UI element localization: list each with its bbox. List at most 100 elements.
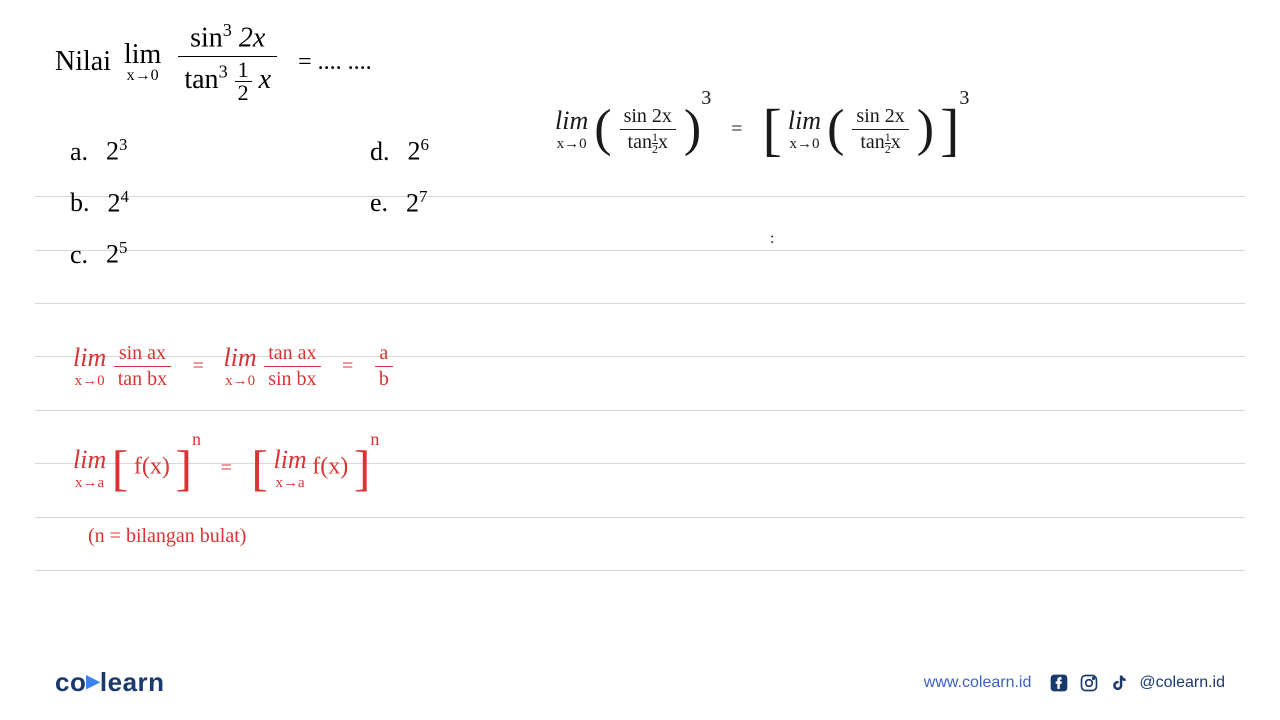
opt-a-letter: a. [70, 137, 88, 166]
hw-lim-sub-r: x→0 [788, 136, 821, 153]
hw-left-num: sin 2x [620, 105, 676, 130]
half-num: 1 [235, 59, 252, 82]
hw-left-den: tan12x [620, 130, 676, 155]
logo-co: co [55, 667, 86, 697]
limit-notation: lim x→0 [124, 39, 161, 85]
red1-lim: lim x→0 [73, 343, 106, 390]
footer: co▸learn www.colearn.id @colearn.id [55, 667, 1225, 698]
red1-f2n: tan ax [264, 342, 320, 367]
question-prefix: Nilai [55, 46, 111, 78]
half-den: 2 [235, 82, 252, 104]
red2-lim: lim x→a [73, 445, 106, 492]
hw-lim-label: lim [555, 106, 588, 136]
instagram-icon [1079, 673, 1099, 693]
opt-d-letter: d. [370, 137, 390, 166]
paren-close: ) [684, 106, 701, 153]
colearn-logo: co▸learn [55, 667, 165, 698]
social-links: @colearn.id [1049, 673, 1225, 693]
equals-blank: = .... .... [298, 49, 372, 76]
opt-d-base: 2 [408, 137, 421, 166]
red1-lim2-t: lim [223, 343, 256, 373]
hw-right-num: sin 2x [852, 105, 908, 130]
option-b: b. 24 [70, 187, 129, 219]
den-base: tan [184, 64, 218, 95]
handwriting-rule-limit-power: lim x→a [ f(x) ]n = [ lim x→a f(x) ]n [73, 445, 379, 492]
opt-d-exp: 6 [421, 135, 429, 154]
rule-line [35, 570, 1245, 571]
opt-c-letter: c. [70, 240, 88, 269]
hw-den-tan: tan [628, 131, 652, 153]
num-arg: 2x [239, 22, 265, 53]
logo-dot: ▸ [86, 665, 100, 695]
num-base: sin [190, 22, 223, 53]
denominator: tan3 1 2 x [178, 57, 277, 104]
red2-lim2-b: x→a [273, 475, 306, 492]
options-right: d.26 e.27 [370, 135, 429, 238]
opt-b-exp: 4 [121, 187, 129, 206]
red1-f3n: a [375, 342, 393, 367]
red2-bracket-open2: [ [251, 446, 268, 491]
red1-f3d: b [375, 367, 393, 391]
bracket-close: ] [940, 105, 959, 154]
opt-c-exp: 5 [119, 238, 127, 257]
rule-line [35, 196, 1245, 197]
opt-a-exp: 3 [119, 135, 127, 154]
red1-f1: sin ax tan bx [114, 342, 171, 391]
hw-lim-left: lim x→0 [555, 106, 588, 153]
colon-mark: : [770, 230, 774, 248]
option-d: d. 26 [370, 135, 429, 167]
option-e: e. 27 [370, 187, 429, 219]
option-a: a. 23 [70, 135, 129, 167]
opt-e-exp: 7 [419, 187, 427, 206]
red1-f1n: sin ax [114, 342, 171, 367]
option-c: c. 25 [70, 238, 129, 270]
handwriting-solution-step: lim x→0 ( sin 2x tan12x )3 = [ lim x→0 (… [555, 105, 969, 155]
logo-learn: learn [100, 667, 165, 697]
handwriting-rule-limit-trig: lim x→0 sin ax tan bx = lim x→0 tan ax s… [73, 342, 395, 391]
hw-frac-right: sin 2x tan12x [852, 105, 908, 155]
red2-eq: = [221, 457, 232, 480]
opt-b-letter: b. [70, 188, 90, 217]
den-var: x [259, 64, 271, 95]
social-handle: @colearn.id [1139, 674, 1225, 692]
red1-lim2-b: x→0 [223, 373, 256, 390]
hw-lim-sub: x→0 [555, 136, 588, 153]
hw-exp-left: 3 [701, 87, 711, 109]
opt-b-base: 2 [108, 188, 121, 217]
main-fraction: sin3 2x tan3 1 2 x [178, 20, 277, 104]
red2-lim2: lim x→a [273, 445, 306, 492]
red1-lim2: lim x→0 [223, 343, 256, 390]
question-text: Nilai lim x→0 sin3 2x tan3 1 2 x = .... … [55, 20, 372, 104]
hw-equals: = [731, 118, 742, 141]
paren-close-r: ) [917, 106, 934, 153]
red2-exp: n [192, 429, 201, 449]
hw-exp-right: 3 [959, 87, 969, 109]
red2-bracket-close: ] [175, 446, 192, 491]
opt-c-base: 2 [106, 240, 119, 269]
numerator: sin3 2x [178, 20, 277, 57]
red1-f2d: sin bx [264, 367, 320, 391]
opt-a-base: 2 [106, 137, 119, 166]
rule-line [35, 303, 1245, 304]
facebook-icon [1049, 673, 1069, 693]
bracket-open: [ [763, 105, 782, 154]
red1-lim-t: lim [73, 343, 106, 373]
paren-open: ( [594, 106, 611, 153]
paren-open-r: ( [827, 106, 844, 153]
hw-den-x-r: x [891, 131, 901, 153]
red2-bracket-close2: ] [354, 446, 371, 491]
page-content: Nilai lim x→0 sin3 2x tan3 1 2 x = .... … [0, 0, 1280, 720]
opt-e-base: 2 [406, 188, 419, 217]
rule-line [35, 250, 1245, 251]
opt-e-letter: e. [370, 188, 388, 217]
tiktok-icon [1109, 673, 1129, 693]
red1-f2: tan ax sin bx [264, 342, 320, 391]
red1-eq2: = [342, 355, 353, 378]
red2-exp2: n [370, 429, 379, 449]
red1-lim-b: x→0 [73, 373, 106, 390]
hw-den-tan-r: tan [860, 131, 884, 153]
footer-right: www.colearn.id @colearn.id [924, 673, 1225, 693]
red1-f1d: tan bx [114, 367, 171, 391]
hw-den-x: x [658, 131, 668, 153]
lim-sub: x→0 [124, 67, 161, 85]
